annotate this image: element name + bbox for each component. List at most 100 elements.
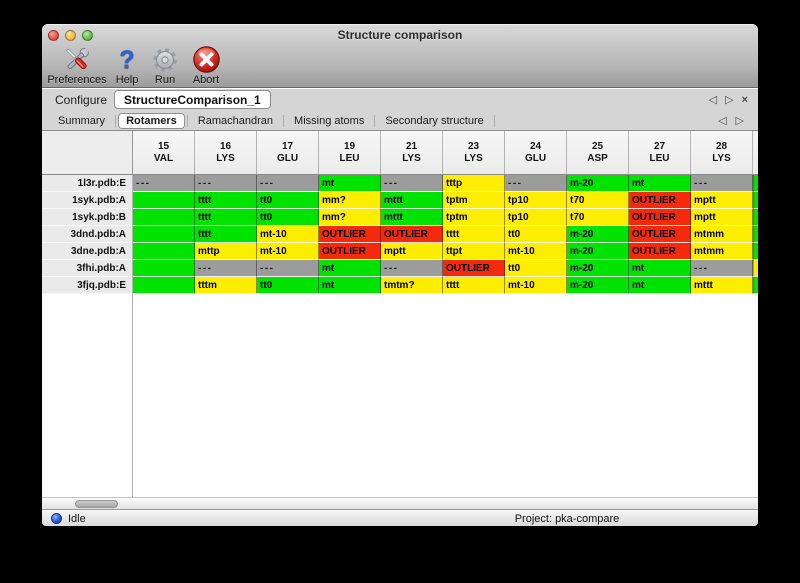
rotamer-cell[interactable]: tttm — [195, 277, 257, 294]
rotamer-cell[interactable]: tttt — [443, 277, 505, 294]
next-tab-icon[interactable]: ▷ — [735, 115, 744, 127]
rotamer-cell[interactable]: tmtm? — [381, 277, 443, 294]
row-labels: 1l3r.pdb:E 1syk.pdb:A 1syk.pdb:B 3dnd.pdb:A… — [42, 175, 132, 294]
prev-tab-icon[interactable]: ◁ — [718, 115, 727, 127]
rotamer-cell[interactable]: mt — [319, 277, 381, 294]
zoom-window-button[interactable] — [82, 30, 93, 41]
rotamer-cell[interactable]: --- — [691, 260, 753, 277]
rotamer-cell[interactable]: mt — [629, 260, 691, 277]
rotamer-cell[interactable]: OUTLIER — [629, 209, 691, 226]
rotamer-cell[interactable]: mptt — [381, 243, 443, 260]
run-button[interactable]: Run — [148, 44, 182, 88]
rotamer-cell[interactable]: m-20 — [567, 175, 629, 192]
rotamer-cell[interactable]: mptt — [691, 192, 753, 209]
rotamer-cell[interactable]: OUTLIER — [319, 226, 381, 243]
rotamer-cell[interactable]: OUTLIER — [319, 243, 381, 260]
rotamer-cell[interactable]: tp10 — [505, 192, 567, 209]
rotamer-cell[interactable]: m-20 — [567, 260, 629, 277]
rotamer-cell[interactable]: mt-10 — [257, 226, 319, 243]
rotamer-cell[interactable] — [133, 277, 195, 294]
rotamer-cell[interactable]: tttt — [195, 192, 257, 209]
column-header-24: 24 GLU — [505, 131, 567, 174]
rotamer-cell[interactable]: mt-10 — [505, 243, 567, 260]
rotamer-cell[interactable]: t70 — [567, 192, 629, 209]
rotamer-cell[interactable]: tt0 — [257, 277, 319, 294]
rotamer-cell[interactable]: --- — [381, 175, 443, 192]
rotamer-cell[interactable]: mm? — [319, 209, 381, 226]
rotamer-cell[interactable]: mttt — [381, 209, 443, 226]
rotamer-cell[interactable]: tt0 — [505, 260, 567, 277]
rotamer-cell[interactable]: --- — [691, 175, 753, 192]
rotamer-cell[interactable]: --- — [195, 260, 257, 277]
rotamer-cell[interactable]: --- — [195, 175, 257, 192]
rotamer-cell[interactable]: m-20 — [567, 243, 629, 260]
close-configuration-icon[interactable]: × — [741, 94, 748, 106]
rotamer-cell[interactable]: mt — [319, 260, 381, 277]
rotamer-cell[interactable]: tttt — [443, 226, 505, 243]
rotamer-cell[interactable]: tptm — [443, 209, 505, 226]
rotamer-cell[interactable]: mt-10 — [505, 277, 567, 294]
rotamer-cell[interactable]: tt0 — [257, 209, 319, 226]
help-button[interactable]: ? Help — [110, 44, 144, 88]
minimize-window-button[interactable] — [65, 30, 76, 41]
rotamer-cell[interactable]: ttpt — [443, 243, 505, 260]
rotamer-cell[interactable] — [133, 243, 195, 260]
rotamer-cell[interactable] — [133, 192, 195, 209]
rotamer-cell[interactable] — [133, 226, 195, 243]
rotamer-cell[interactable]: tttt — [195, 226, 257, 243]
horizontal-scrollbar-thumb[interactable] — [75, 500, 118, 508]
prev-configuration-icon[interactable]: ◁ — [708, 94, 718, 106]
rotamer-cell[interactable]: tptm — [443, 192, 505, 209]
row-label-3dnd-pdb-A[interactable]: 3dnd.pdb:A — [42, 226, 132, 243]
row-label-1syk-pdb-B[interactable]: 1syk.pdb:B — [42, 209, 132, 226]
rotamer-cell[interactable]: --- — [381, 260, 443, 277]
rotamer-cell[interactable]: OUTLIER — [381, 226, 443, 243]
rotamer-cell[interactable]: mtmm — [691, 243, 753, 260]
rotamer-cell[interactable]: OUTLIER — [629, 243, 691, 260]
rotamer-cell[interactable] — [133, 209, 195, 226]
rotamer-cell[interactable]: OUTLIER — [443, 260, 505, 277]
rotamer-cell[interactable]: --- — [257, 260, 319, 277]
tab-ramachandran[interactable]: Ramachandran — [197, 115, 274, 127]
rotamer-cell[interactable]: mttt — [691, 277, 753, 294]
rotamer-cell[interactable]: mttt — [381, 192, 443, 209]
rotamer-cell[interactable]: tp10 — [505, 209, 567, 226]
configuration-selector[interactable]: StructureComparison_1 — [114, 90, 271, 109]
rotamer-cell[interactable]: OUTLIER — [629, 226, 691, 243]
rotamer-cell[interactable]: mt — [629, 175, 691, 192]
rotamer-cell[interactable]: tt0 — [257, 192, 319, 209]
abort-button[interactable]: Abort — [186, 44, 226, 88]
horizontal-scrollbar[interactable] — [42, 497, 758, 509]
rotamer-cell[interactable]: --- — [505, 175, 567, 192]
rotamer-cell[interactable]: --- — [133, 175, 195, 192]
rotamer-cell[interactable]: mtmm — [691, 226, 753, 243]
row-label-3fhi-pdb-A[interactable]: 3fhi.pdb:A — [42, 260, 132, 277]
rotamer-cell[interactable] — [133, 260, 195, 277]
tab-rotamers[interactable]: Rotamers — [118, 113, 185, 129]
rotamer-cell[interactable]: OUTLIER — [629, 192, 691, 209]
rotamer-cell[interactable]: mt — [319, 175, 381, 192]
rotamer-cell[interactable]: m-20 — [567, 277, 629, 294]
tab-missing-atoms[interactable]: Missing atoms — [294, 115, 365, 127]
rotamer-cell[interactable]: tt0 — [505, 226, 567, 243]
rotamer-cell[interactable]: mt-10 — [257, 243, 319, 260]
rotamer-cell[interactable]: mttp — [195, 243, 257, 260]
next-configuration-icon[interactable]: ▷ — [725, 94, 734, 106]
close-window-button[interactable] — [48, 30, 59, 41]
rotamer-cell[interactable]: tttp — [443, 175, 505, 192]
row-label-3dne-pdb-A[interactable]: 3dne.pdb:A — [42, 243, 132, 260]
tab-summary[interactable]: Summary — [58, 115, 106, 127]
rotamer-cell[interactable]: mt — [629, 277, 691, 294]
rotamer-cell[interactable]: t70 — [567, 209, 629, 226]
row-label-3fjq-pdb-E[interactable]: 3fjq.pdb:E — [42, 277, 132, 294]
preferences-button[interactable]: Preferences — [47, 44, 107, 88]
row-label-1syk-pdb-A[interactable]: 1syk.pdb:A — [42, 192, 132, 209]
rotamer-cell[interactable]: mptt — [691, 209, 753, 226]
rotamer-cell[interactable]: tttt — [195, 209, 257, 226]
row-label-1l3r-pdb-E[interactable]: 1l3r.pdb:E — [42, 175, 132, 192]
rotamer-cell[interactable]: m-20 — [567, 226, 629, 243]
rotamer-cell[interactable]: --- — [257, 175, 319, 192]
titlebar[interactable]: Structure comparison — [42, 24, 758, 44]
rotamer-cell[interactable]: mm? — [319, 192, 381, 209]
tab-secondary-structure[interactable]: Secondary structure — [385, 115, 484, 127]
